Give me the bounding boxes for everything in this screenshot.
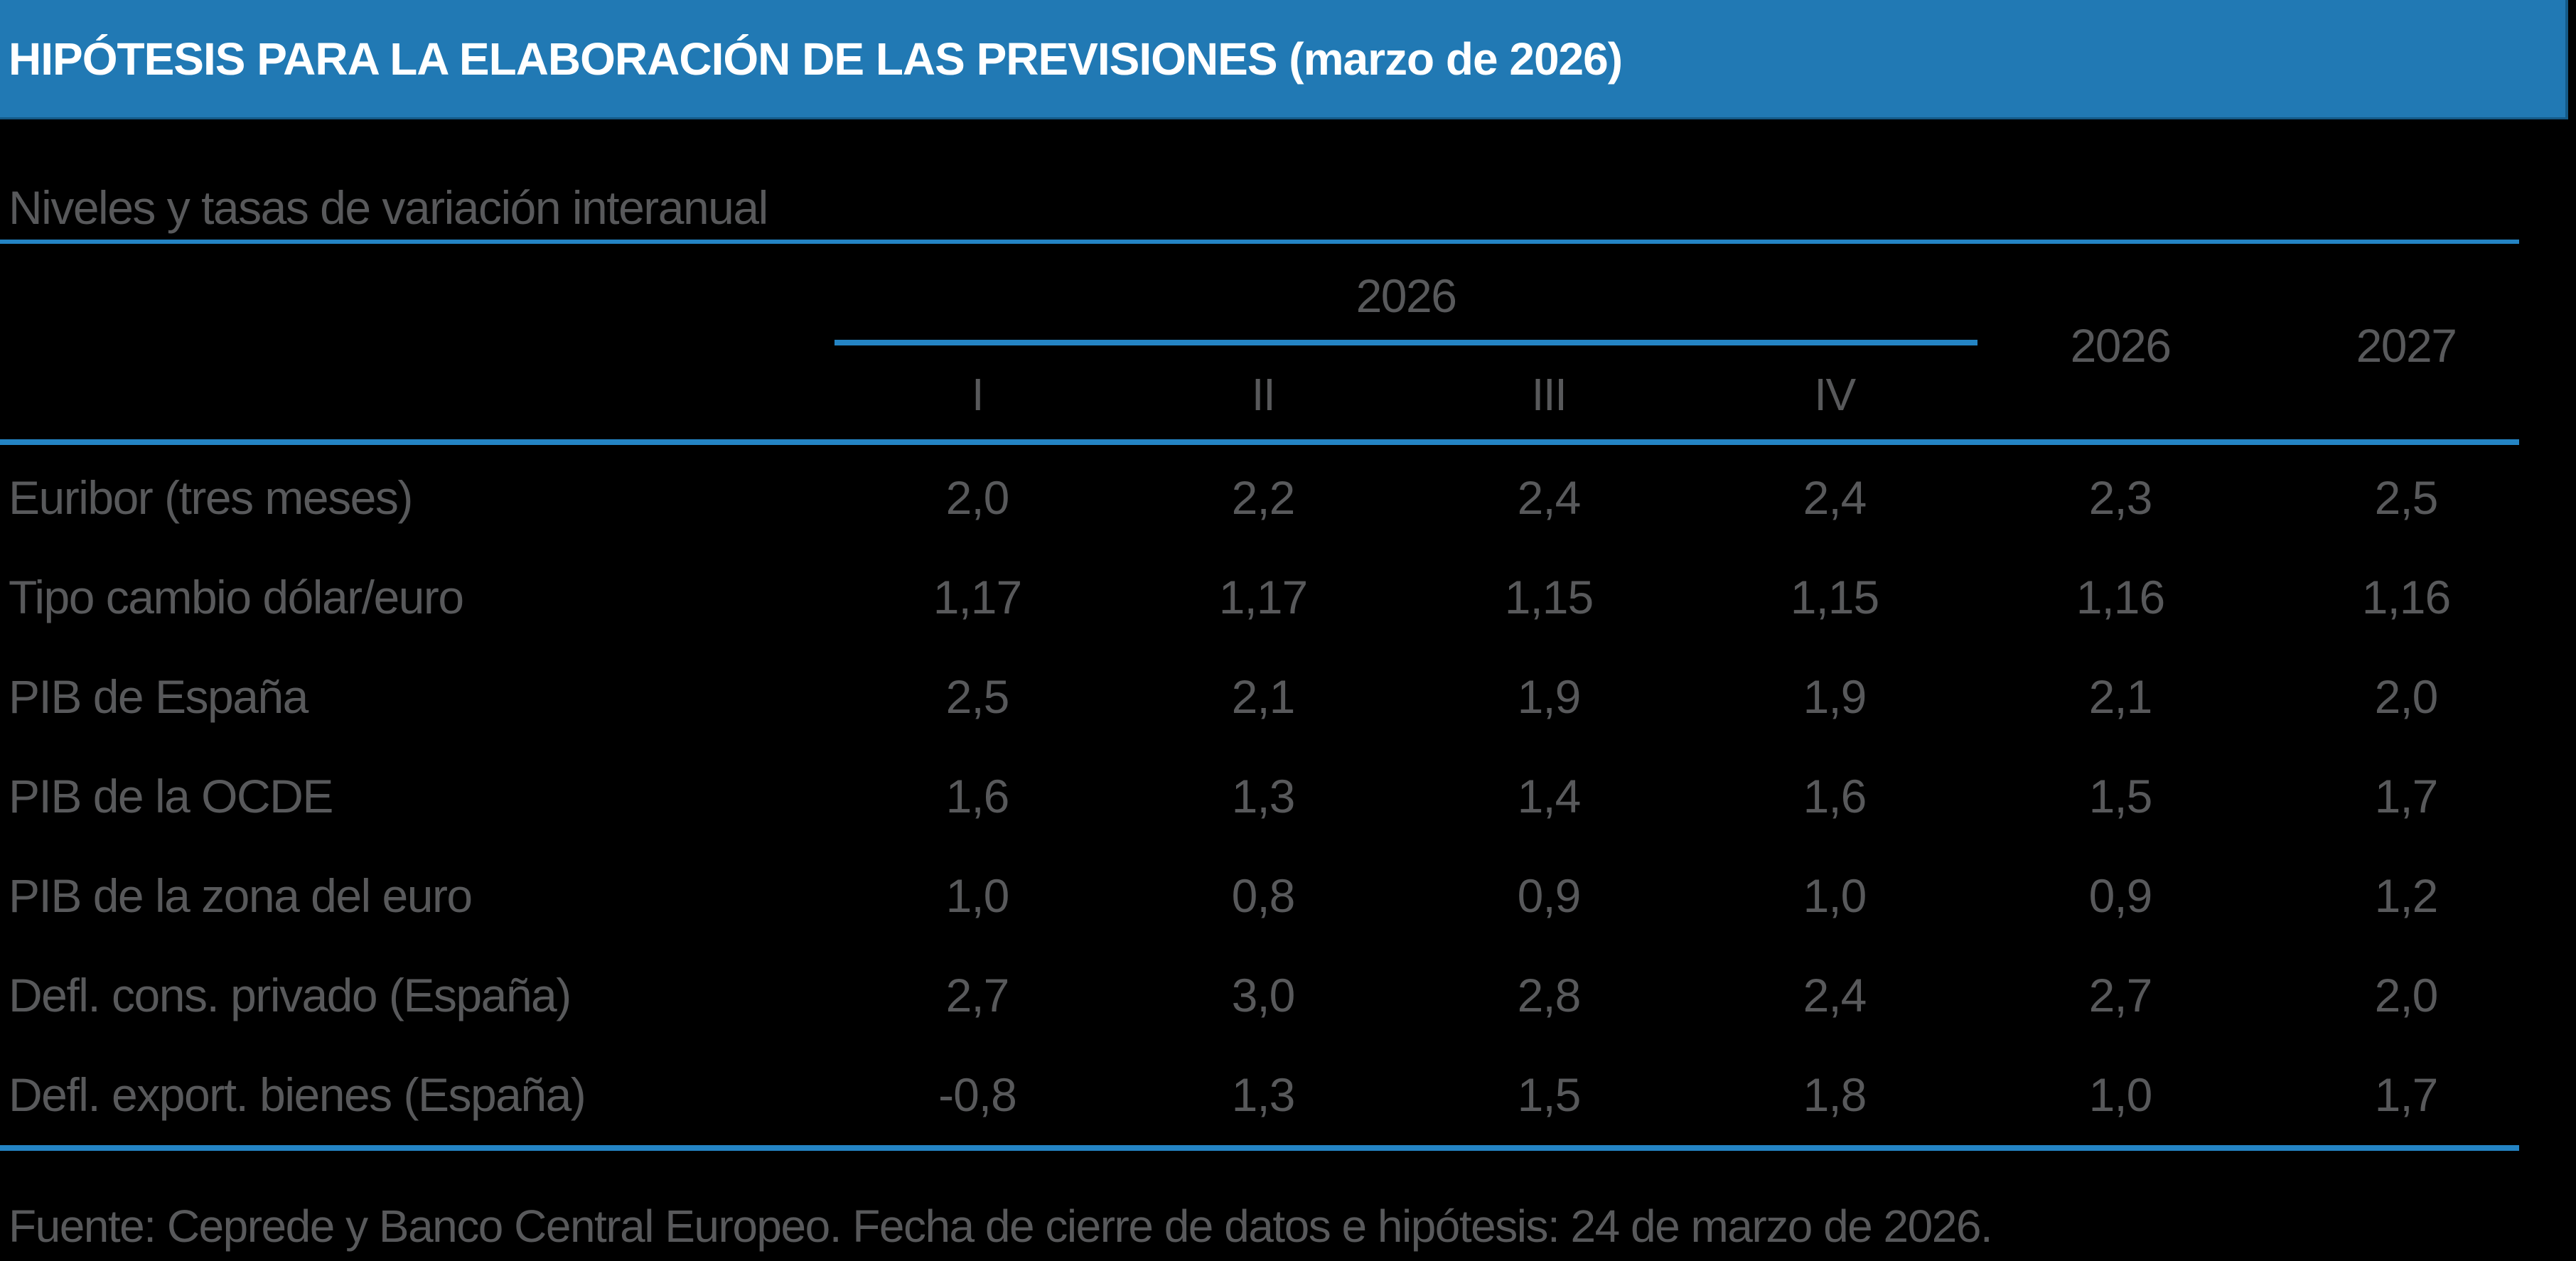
value-cell: 1,5	[1517, 1068, 1582, 1121]
row-label: Tipo cambio dólar/euro	[9, 571, 464, 623]
value-cell: 1,0	[2088, 1068, 2153, 1121]
value-cell: 1,3	[1231, 770, 1296, 822]
value-cell: 2,0	[2374, 670, 2439, 723]
value-cell: 1,16	[2076, 571, 2165, 623]
annual-header-2027: 2027	[2356, 319, 2457, 372]
row-label: PIB de la OCDE	[9, 770, 333, 822]
value-cell: 2,7	[2088, 969, 2153, 1021]
row-label: Defl. export. bienes (España)	[9, 1068, 586, 1121]
subtitle-divider	[0, 240, 2519, 244]
value-cell: 2,7	[945, 969, 1010, 1021]
value-cell: 1,7	[2374, 770, 2439, 822]
value-cell: 1,2	[2374, 869, 2439, 922]
value-cell: 1,17	[933, 571, 1022, 623]
table-row-defl-export-bienes: Defl. export. bienes (España) -0,8 1,3 1…	[0, 1045, 2549, 1144]
value-cell: 1,9	[1803, 670, 1867, 723]
table-row-pib-ocde: PIB de la OCDE 1,6 1,3 1,4 1,6 1,5 1,7	[0, 746, 2549, 846]
value-cell: 1,0	[1803, 869, 1867, 922]
quarter-header-row: I II III IV	[0, 368, 2549, 421]
page-title: HIPÓTESIS PARA LA ELABORACIÓN DE LAS PRE…	[9, 33, 1623, 85]
quarter-group-year-label: 2026	[1356, 269, 1457, 322]
value-cell: 1,3	[1231, 1068, 1296, 1121]
table-bottom-divider	[0, 1145, 2519, 1151]
quarter-header-ii: II	[1251, 369, 1276, 420]
value-cell: 1,5	[2088, 770, 2153, 822]
table-row-defl-cons-privado: Defl. cons. privado (España) 2,7 3,0 2,8…	[0, 945, 2549, 1045]
value-cell: 2,0	[2374, 969, 2439, 1021]
value-cell: 2,8	[1517, 969, 1582, 1021]
annual-header-row: 2026 2027	[0, 318, 2549, 372]
quarter-header-i: I	[971, 369, 984, 420]
value-cell: 1,7	[2374, 1068, 2439, 1121]
row-label: PIB de la zona del euro	[9, 869, 473, 922]
value-cell: 1,6	[1803, 770, 1867, 822]
quarter-header-iii: III	[1531, 369, 1567, 420]
value-cell: 0,9	[1517, 869, 1582, 922]
table-subtitle: Niveles y tasas de variación interanual	[9, 181, 768, 234]
value-cell: 0,8	[1231, 869, 1296, 922]
table-row-tipo-cambio: Tipo cambio dólar/euro 1,17 1,17 1,15 1,…	[0, 547, 2549, 647]
table-row-pib-espana: PIB de España 2,5 2,1 1,9 1,9 2,1 2,0	[0, 647, 2549, 746]
value-cell: 2,5	[945, 670, 1010, 723]
value-cell: 2,3	[2088, 471, 2153, 524]
quarter-header-iv: IV	[1814, 369, 1856, 420]
value-cell: 1,15	[1504, 571, 1594, 623]
quarter-group-underline	[834, 340, 1977, 345]
title-bar: HIPÓTESIS PARA LA ELABORACIÓN DE LAS PRE…	[0, 0, 2568, 119]
value-cell: 1,0	[945, 869, 1010, 922]
value-cell: 1,15	[1790, 571, 1879, 623]
value-cell: 2,1	[2088, 670, 2153, 723]
value-cell: 1,6	[945, 770, 1010, 822]
table-row-euribor: Euribor (tres meses) 2,0 2,2 2,4 2,4 2,3…	[0, 448, 2549, 547]
row-label: Euribor (tres meses)	[9, 471, 413, 524]
row-label: Defl. cons. privado (España)	[9, 969, 571, 1021]
value-cell: 3,0	[1231, 969, 1296, 1021]
annual-header-2026: 2026	[2070, 319, 2172, 372]
table-row-pib-zona-euro: PIB de la zona del euro 1,0 0,8 0,9 1,0 …	[0, 846, 2549, 945]
source-footnote: Fuente: Ceprede y Banco Central Europeo.…	[9, 1201, 1993, 1252]
value-cell: 2,4	[1803, 471, 1867, 524]
value-cell: 2,0	[945, 471, 1010, 524]
value-cell: 1,4	[1517, 770, 1582, 822]
value-cell: 2,5	[2374, 471, 2439, 524]
row-label: PIB de España	[9, 670, 308, 723]
value-cell: 1,16	[2361, 571, 2451, 623]
value-cell: -0,8	[938, 1068, 1017, 1121]
value-cell: 1,8	[1803, 1068, 1867, 1121]
value-cell: 1,9	[1517, 670, 1582, 723]
header-divider	[0, 439, 2519, 445]
value-cell: 2,4	[1803, 969, 1867, 1021]
value-cell: 1,17	[1218, 571, 1308, 623]
assumptions-table-body: Euribor (tres meses) 2,0 2,2 2,4 2,4 2,3…	[0, 448, 2549, 1144]
value-cell: 0,9	[2088, 869, 2153, 922]
value-cell: 2,4	[1517, 471, 1582, 524]
value-cell: 2,2	[1231, 471, 1296, 524]
value-cell: 2,1	[1231, 670, 1296, 723]
